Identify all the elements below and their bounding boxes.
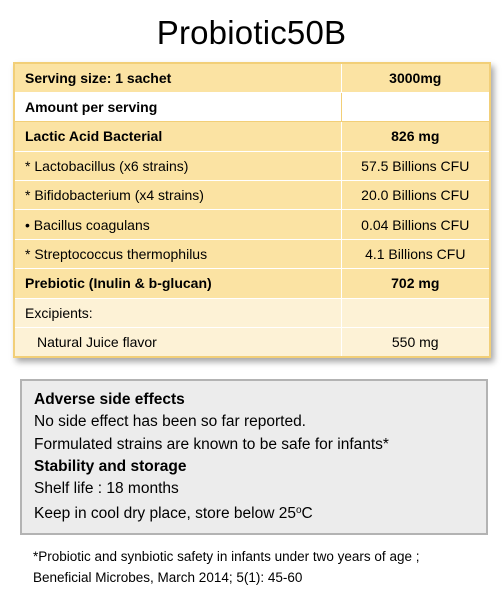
adverse-effects-line: Formulated strains are known to be safe … bbox=[34, 435, 389, 453]
table-row: Natural Juice flavor 550 mg bbox=[14, 327, 490, 358]
row-label: * Lactobacillus (x6 strains) bbox=[14, 151, 342, 182]
info-box: Adverse side effects No side effect has … bbox=[20, 379, 488, 535]
table-row: * Bifidobacterium (x4 strains) 20.0 Bill… bbox=[14, 180, 490, 211]
row-value: 20.0 Billions CFU bbox=[341, 180, 490, 211]
row-value: 4.1 Billions CFU bbox=[341, 239, 490, 270]
row-label: * Streptococcus thermophilus bbox=[14, 239, 342, 270]
row-label: Natural Juice flavor bbox=[14, 327, 342, 358]
product-title: Probiotic50B bbox=[156, 14, 347, 51]
table-row: Excipients: bbox=[14, 298, 490, 329]
row-value: 702 mg bbox=[341, 268, 490, 299]
row-label: * Bifidobacterium (x4 strains) bbox=[14, 180, 342, 211]
row-value: 3000mg bbox=[341, 63, 490, 93]
row-value: 0.04 Billions CFU bbox=[341, 209, 490, 240]
adverse-effects-line: No side effect has been so far reported. bbox=[34, 413, 306, 431]
storage-text: Keep in cool dry place, store below 25oC bbox=[34, 500, 474, 525]
row-label: Excipients: bbox=[14, 298, 342, 329]
storage-text-main: Keep in cool dry place, store below 25 bbox=[34, 505, 296, 523]
degree-symbol: o bbox=[295, 505, 302, 517]
row-value: 550 mg bbox=[341, 327, 490, 358]
table-row: * Lactobacillus (x6 strains) 57.5 Billio… bbox=[14, 151, 490, 182]
row-value bbox=[341, 298, 490, 329]
stability-heading: Stability and storage bbox=[34, 457, 187, 475]
table-row: Amount per serving bbox=[14, 92, 490, 123]
row-value bbox=[341, 92, 490, 123]
footnote: *Probiotic and synbiotic safety in infan… bbox=[33, 549, 420, 585]
table-row: Serving size: 1 sachet 3000mg bbox=[14, 63, 490, 93]
shelf-life-text: Shelf life : 18 months bbox=[34, 480, 179, 498]
row-label: Lactic Acid Bacterial bbox=[14, 121, 342, 152]
table-row: Lactic Acid Bacterial 826 mg bbox=[14, 121, 490, 152]
table-row: • Bacillus coagulans 0.04 Billions CFU bbox=[14, 209, 490, 240]
table-row: * Streptococcus thermophilus 4.1 Billion… bbox=[14, 239, 490, 270]
row-label: Serving size: 1 sachet bbox=[14, 63, 342, 93]
row-value: 57.5 Billions CFU bbox=[341, 151, 490, 182]
storage-unit: C bbox=[301, 505, 313, 523]
table-row: Prebiotic (Inulin & b-glucan) 702 mg bbox=[14, 268, 490, 299]
row-value: 826 mg bbox=[341, 121, 490, 152]
row-label: Amount per serving bbox=[14, 92, 342, 123]
supplement-facts-table: Serving size: 1 sachet 3000mg Amount per… bbox=[13, 62, 491, 358]
row-label: Prebiotic (Inulin & b-glucan) bbox=[14, 268, 342, 299]
adverse-effects-heading: Adverse side effects bbox=[34, 391, 185, 408]
row-label: • Bacillus coagulans bbox=[14, 209, 342, 240]
